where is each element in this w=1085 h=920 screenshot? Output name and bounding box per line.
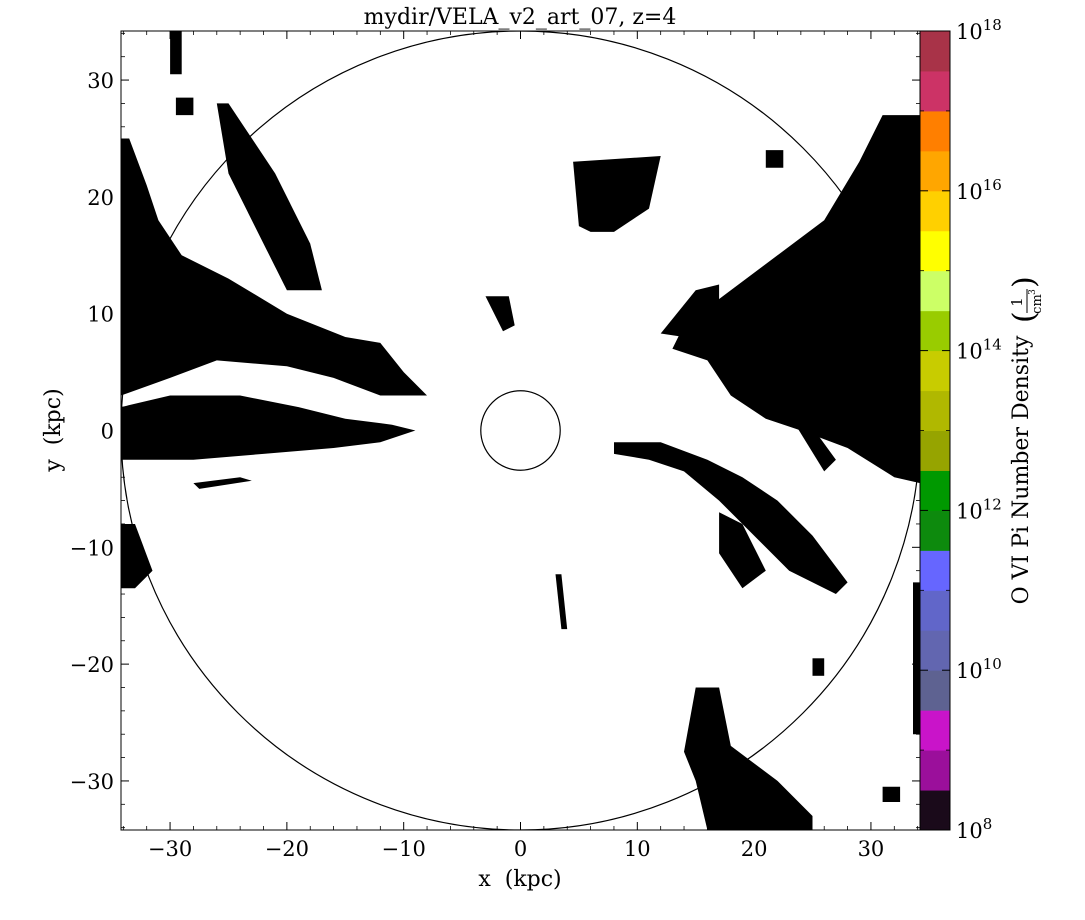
colorbar-unit-close-paren: ) [1007,276,1042,288]
colorbar-segment [920,70,950,112]
colorbar [920,31,950,831]
colorbar-ticks: 108 1010 1012 1014 1016 1018 [920,16,1002,843]
colorbar-label: O VI Pi Number Density ( 1 cm 3 ) [1007,276,1045,604]
region-upper-blob [573,156,661,232]
reference-circles [121,31,920,830]
colorbar-segment [920,350,950,392]
x-axis-ticks: −30 −20 −10 0 10 20 30 [122,31,919,861]
inner-reference-circle [480,390,561,471]
colorbar-segment [920,270,950,312]
colorbar-segment [920,750,950,791]
region-upper-right-filament [660,284,720,337]
x-tick-label: 0 [514,837,527,861]
y-axis-ticks: −30 −20 −10 0 10 20 30 [70,32,920,829]
y-tick-label: −20 [70,653,114,677]
region-right-edge-strip [913,582,920,735]
colorbar-unit-denominator: cm [1030,294,1045,314]
colorbar-tick-label: 1014 [956,336,1002,364]
y-axis-label: y (kpc) [41,388,66,472]
x-tick-label: 20 [741,837,768,861]
y-tick-label: −10 [70,536,114,560]
colorbar-segment [920,550,950,591]
y-tick-label: 30 [87,69,114,93]
x-tick-label: −10 [382,837,426,861]
region-diag-band-upper-left [216,103,322,291]
colorbar-segment [920,470,950,511]
y-tick-label: 10 [87,303,114,327]
colorbar-unit-open-paren: ( [1007,311,1042,323]
region-right-diag-streak-2 [777,395,836,472]
colorbar-segment [920,390,950,431]
colorbar-segment [920,630,950,671]
colorbar-segment [920,190,950,232]
x-tick-label: −30 [148,837,192,861]
region-left-edge-lower [121,524,153,589]
x-axis-label: x (kpc) [478,867,561,892]
y-tick-label: 20 [87,186,114,210]
colorbar-tick-label: 1016 [956,176,1002,204]
x-tick-label: 10 [624,837,651,861]
region-top-left-streak [170,31,182,75]
y-tick-label: 0 [101,420,114,444]
colorbar-tick-label: 1012 [956,495,1002,523]
colorbar-segment [920,150,950,192]
region-mid-center-fil [485,296,515,332]
colorbar-segment [920,31,950,72]
region-left-upper-filament [121,138,427,396]
colorbar-unit-numerator: 1 [1008,297,1026,307]
region-left-lower-streak [193,477,252,489]
x-tick-label: −20 [265,837,309,861]
x-tick-label: 30 [858,837,885,861]
colorbar-unit-exponent: 3 [1028,289,1038,295]
colorbar-segment [920,430,950,471]
colorbar-segment [920,510,950,551]
colorbar-segment [920,590,950,631]
colorbar-tick-label: 1010 [956,655,1002,683]
region-left-mid-filament [121,395,416,460]
region-right-mid-filament [614,442,848,594]
colorbar-segment [920,670,950,711]
colorbar-segment [920,230,950,272]
y-tick-label: −30 [70,770,114,794]
region-small-blob-right [812,658,825,676]
colorbar-tick-label: 108 [956,815,992,843]
region-top-left-speck [175,97,194,116]
region-right-diag-streak [719,512,766,589]
region-upper-blob-small [765,150,784,168]
colorbar-segment [920,110,950,152]
colorbar-segment [920,310,950,352]
colorbar-label-text: O VI Pi Number Density [1009,335,1034,604]
region-lower-fil [555,574,568,630]
colorbar-segment [920,790,950,831]
region-bottom-right-mass [684,687,813,830]
colorbar-segment [920,710,950,751]
density-regions [121,31,920,830]
colorbar-tick-label: 1018 [956,16,1002,44]
region-right-upper-mass [672,115,920,484]
chart-title: mydir/VELA_v2_art_07, z=4 [364,5,677,30]
region-right-edge-speck [882,786,901,802]
